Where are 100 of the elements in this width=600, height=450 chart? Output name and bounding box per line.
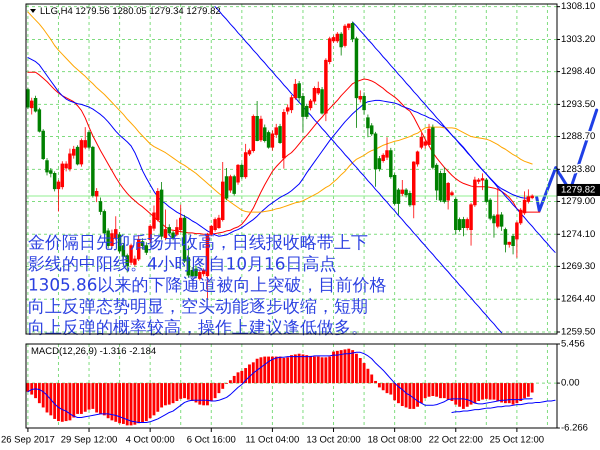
bar bbox=[141, 383, 144, 423]
bar bbox=[290, 355, 293, 384]
line-series bbox=[451, 400, 556, 413]
bar bbox=[172, 383, 175, 404]
bar bbox=[148, 383, 152, 418]
bar bbox=[488, 383, 492, 400]
bar bbox=[260, 357, 262, 384]
bar bbox=[46, 383, 48, 412]
bar bbox=[515, 383, 518, 404]
bar bbox=[428, 383, 430, 397]
x-tick-label: 13 Oct 20:00 bbox=[306, 434, 361, 446]
bar bbox=[458, 383, 462, 407]
bar bbox=[523, 383, 526, 398]
x-tick-label: 29 Sep 12:00 bbox=[60, 434, 118, 446]
bar bbox=[214, 383, 217, 398]
bar bbox=[492, 383, 496, 400]
x-tick-label: 6 Oct 16:00 bbox=[186, 434, 236, 446]
bar bbox=[312, 356, 316, 384]
bar bbox=[91, 383, 94, 409]
bar bbox=[298, 354, 301, 384]
bar bbox=[386, 383, 388, 394]
bar bbox=[64, 383, 68, 422]
x-tick-label: 25 Oct 12:00 bbox=[490, 434, 544, 446]
bar bbox=[462, 383, 465, 409]
bar bbox=[240, 370, 244, 384]
bar bbox=[397, 383, 400, 404]
x-tick-label: 11 Oct 04:00 bbox=[246, 434, 300, 446]
bar bbox=[302, 354, 304, 384]
bar bbox=[228, 380, 232, 384]
bar bbox=[404, 383, 408, 408]
bar bbox=[286, 357, 290, 384]
bar bbox=[278, 356, 282, 384]
bar bbox=[378, 383, 381, 388]
x-tick-label: 18 Oct 08:00 bbox=[367, 434, 422, 446]
bar bbox=[80, 383, 83, 414]
bar bbox=[144, 383, 148, 422]
bar bbox=[512, 383, 514, 405]
bar bbox=[26, 383, 30, 392]
y-tick-label: 0.00 bbox=[561, 378, 580, 389]
bar bbox=[500, 383, 504, 402]
bar bbox=[408, 383, 412, 409]
bar bbox=[164, 383, 167, 406]
y-tick-label: -6.266 bbox=[561, 422, 588, 434]
bar bbox=[133, 383, 136, 425]
bar bbox=[186, 383, 190, 400]
bar bbox=[416, 383, 419, 407]
bar bbox=[256, 358, 259, 384]
bar bbox=[53, 383, 56, 419]
bar bbox=[106, 383, 110, 418]
bar bbox=[206, 383, 209, 406]
bar bbox=[248, 364, 251, 384]
bar bbox=[336, 350, 339, 384]
bar bbox=[183, 383, 186, 398]
bar bbox=[382, 383, 385, 390]
bar bbox=[95, 383, 98, 412]
bar bbox=[99, 383, 102, 414]
bar bbox=[118, 383, 122, 424]
bar bbox=[340, 350, 343, 384]
bar bbox=[122, 383, 125, 424]
x-tick-label: 4 Oct 00:00 bbox=[126, 434, 175, 446]
bar bbox=[294, 354, 297, 384]
bar bbox=[351, 350, 354, 384]
bar bbox=[49, 383, 52, 416]
bar bbox=[202, 383, 206, 406]
bar bbox=[484, 383, 488, 399]
bar bbox=[175, 383, 178, 402]
bar bbox=[481, 383, 484, 400]
bar bbox=[282, 358, 286, 384]
bar bbox=[393, 383, 396, 400]
bar bbox=[355, 354, 358, 384]
bar bbox=[431, 383, 434, 396]
x-tick-label: 26 Sep 2017 bbox=[0, 434, 55, 446]
bar bbox=[194, 383, 198, 402]
bar bbox=[439, 383, 442, 398]
bar bbox=[526, 383, 530, 397]
bar bbox=[473, 383, 476, 404]
bar bbox=[221, 383, 224, 389]
bar bbox=[38, 383, 41, 404]
bar bbox=[270, 356, 274, 384]
bar bbox=[110, 383, 114, 420]
bar bbox=[190, 383, 194, 402]
bar bbox=[420, 383, 423, 404]
chart-title: MACD(12,26,9) -1.316 -2.184 bbox=[31, 346, 156, 357]
bar bbox=[267, 356, 270, 384]
bar bbox=[450, 383, 454, 402]
bar bbox=[332, 352, 335, 384]
bar bbox=[244, 368, 248, 384]
y-tick-label: 5.456 bbox=[561, 338, 585, 350]
bar bbox=[324, 357, 328, 384]
bar bbox=[57, 383, 60, 422]
bar bbox=[76, 383, 80, 414]
bar bbox=[344, 349, 346, 384]
bar bbox=[435, 383, 438, 397]
bar bbox=[88, 383, 90, 410]
bar bbox=[309, 356, 312, 384]
bar bbox=[530, 383, 534, 393]
bar bbox=[470, 383, 472, 405]
bar bbox=[504, 383, 507, 404]
bar bbox=[68, 383, 72, 420]
bar bbox=[130, 383, 132, 426]
